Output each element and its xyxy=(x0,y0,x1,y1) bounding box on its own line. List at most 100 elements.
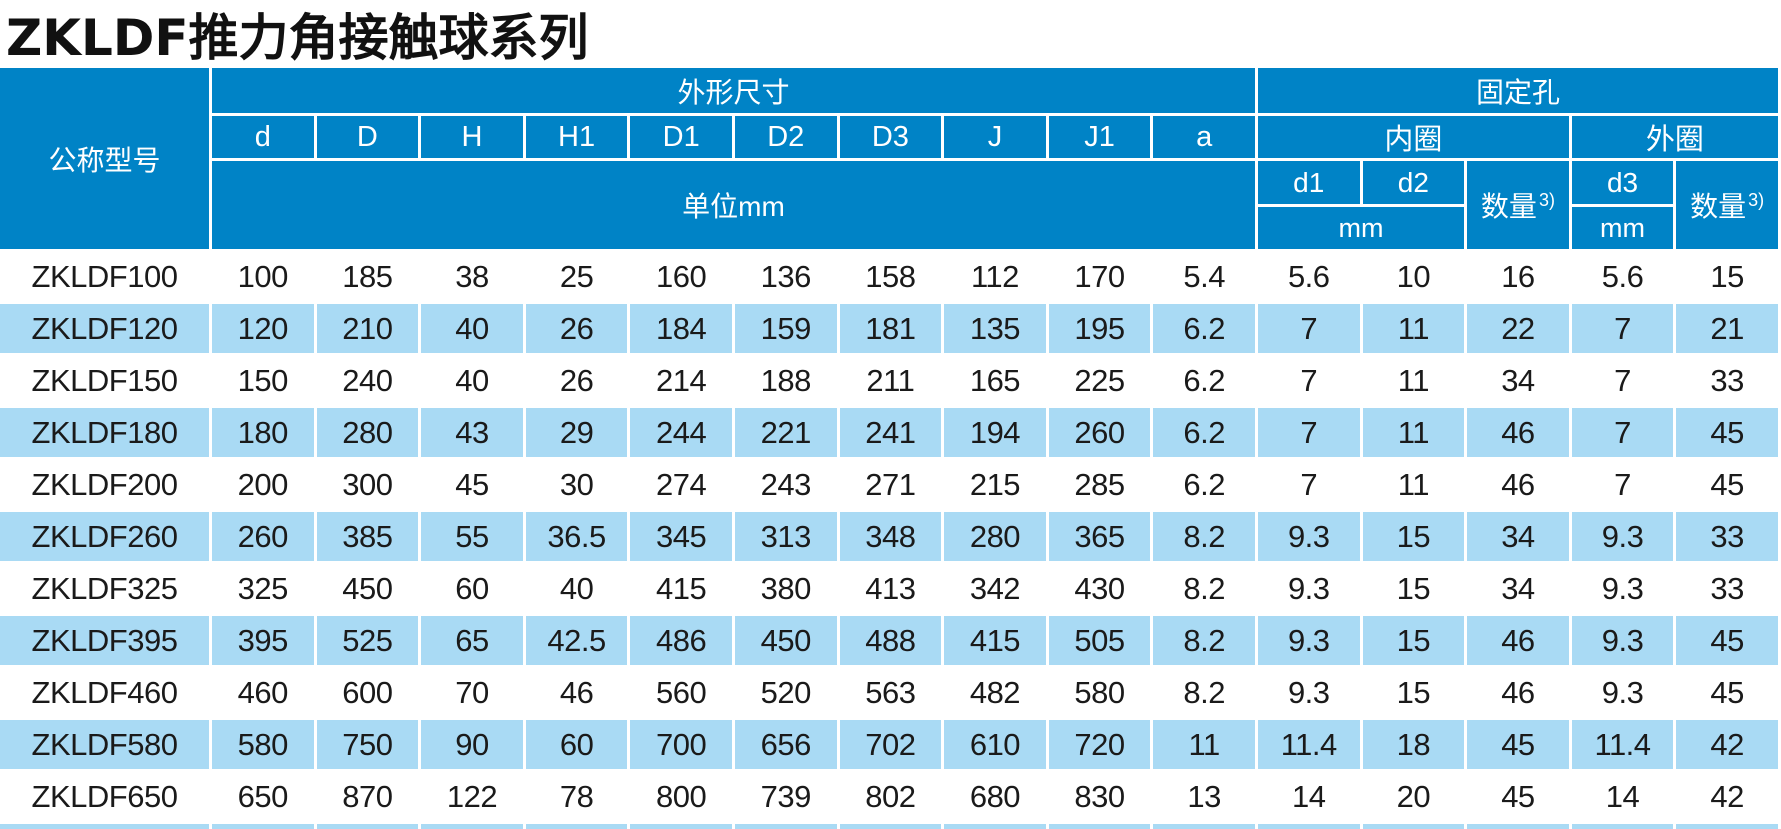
value-cell: 5.6 xyxy=(1571,252,1677,304)
value-cell: 240 xyxy=(316,356,422,408)
value-cell: 160 xyxy=(630,252,735,304)
value-cell: 42 xyxy=(1676,772,1781,824)
value-cell: 9.3 xyxy=(1571,564,1677,616)
partial-cell xyxy=(1362,824,1468,829)
model-cell: ZKLDF650 xyxy=(0,772,212,824)
header-dim-col-9: a xyxy=(1153,116,1258,161)
table-row: ZKLDF180 180 280 43 29 244 221 241 194 260 6.2 7 11 4… xyxy=(0,408,1781,460)
value-cell: 188 xyxy=(734,356,840,408)
value-cell: 34 xyxy=(1467,564,1572,616)
value-cell: 46 xyxy=(525,668,631,720)
value-cell: 300 xyxy=(316,460,422,512)
value-cell: 580 xyxy=(1048,668,1154,720)
value-cell: 505 xyxy=(1048,616,1154,668)
value-cell: 6.2 xyxy=(1153,408,1258,460)
value-cell: 348 xyxy=(839,512,945,564)
value-cell: 26 xyxy=(525,356,631,408)
value-cell: 413 xyxy=(839,564,945,616)
model-cell: ZKLDF120 xyxy=(0,304,212,356)
value-cell: 241 xyxy=(839,408,945,460)
value-cell: 450 xyxy=(734,616,840,668)
value-cell: 870 xyxy=(316,772,422,824)
model-cell: ZKLDF395 xyxy=(0,616,212,668)
header-dim-col-6: D3 xyxy=(839,116,945,161)
value-cell: 33 xyxy=(1676,564,1781,616)
value-cell: 70 xyxy=(421,668,526,720)
value-cell: 78 xyxy=(525,772,631,824)
value-cell: 600 xyxy=(316,668,422,720)
header-mm-outer: mm xyxy=(1571,207,1677,252)
value-cell: 185 xyxy=(316,252,422,304)
value-cell: 29 xyxy=(525,408,631,460)
model-cell: ZKLDF200 xyxy=(0,460,212,512)
header-group-row: 公称型号 外形尺寸 固定孔 xyxy=(0,68,1781,252)
value-cell: 520 xyxy=(734,668,840,720)
value-cell: 395 xyxy=(212,616,317,668)
value-cell: 33 xyxy=(1676,512,1781,564)
value-cell: 525 xyxy=(316,616,422,668)
value-cell: 46 xyxy=(1467,460,1572,512)
value-cell: 90 xyxy=(421,720,526,772)
value-cell: 6.2 xyxy=(1153,460,1258,512)
header-qty-outer: 数量 3) xyxy=(1676,161,1781,252)
value-cell: 280 xyxy=(316,408,422,460)
value-cell: 100 xyxy=(212,252,317,304)
value-cell: 271 xyxy=(839,460,945,512)
value-cell: 45 xyxy=(1676,668,1781,720)
value-cell: 43 xyxy=(421,408,526,460)
value-cell: 46 xyxy=(1467,408,1572,460)
header-dim-col-3: H1 xyxy=(525,116,631,161)
value-cell: 18 xyxy=(1362,720,1468,772)
header-dim-col-1: D xyxy=(316,116,422,161)
value-cell: 55 xyxy=(421,512,526,564)
value-cell: 11 xyxy=(1362,356,1468,408)
value-cell: 13 xyxy=(1153,772,1258,824)
partial-cell xyxy=(1676,824,1781,829)
value-cell: 65 xyxy=(421,616,526,668)
qty-label: 数量 xyxy=(1690,191,1747,222)
header-dim-col-4: D1 xyxy=(630,116,735,161)
header-subcol-row: 单位mm d1 d2 数量 3) d3 数量 3) xyxy=(0,161,1781,252)
model-cell: ZKLDF100 xyxy=(0,252,212,304)
value-cell: 11 xyxy=(1362,408,1468,460)
table-row: ZKLDF150 150 240 40 26 214 188 211 165 225 6.2 7 11 3… xyxy=(0,356,1781,408)
spec-table: 公称型号 外形尺寸 固定孔 d D H H1 D1 D2 D3 J J1 a 内… xyxy=(0,68,1781,829)
value-cell: 20 xyxy=(1362,772,1468,824)
model-cell: ZKLDF260 xyxy=(0,512,212,564)
value-cell: 380 xyxy=(734,564,840,616)
partial-cell xyxy=(734,824,840,829)
value-cell: 260 xyxy=(1048,408,1154,460)
value-cell: 9.3 xyxy=(1257,512,1363,564)
header-dim-col-5: D2 xyxy=(734,116,840,161)
value-cell: 342 xyxy=(944,564,1049,616)
header-dim-col-2: H xyxy=(421,116,526,161)
partial-cell xyxy=(0,824,212,829)
partial-cell xyxy=(525,824,631,829)
value-cell: 40 xyxy=(421,304,526,356)
qty-footnote-mark: 3) xyxy=(1748,189,1765,210)
value-cell: 34 xyxy=(1467,356,1572,408)
partial-cell xyxy=(630,824,735,829)
model-cell: ZKLDF325 xyxy=(0,564,212,616)
value-cell: 9.3 xyxy=(1571,616,1677,668)
value-cell: 325 xyxy=(212,564,317,616)
value-cell: 9.3 xyxy=(1571,512,1677,564)
value-cell: 38 xyxy=(421,252,526,304)
value-cell: 211 xyxy=(839,356,945,408)
value-cell: 11 xyxy=(1362,460,1468,512)
value-cell: 800 xyxy=(630,772,735,824)
value-cell: 10 xyxy=(1362,252,1468,304)
value-cell: 214 xyxy=(630,356,735,408)
value-cell: 345 xyxy=(630,512,735,564)
value-cell: 8.2 xyxy=(1153,512,1258,564)
partial-cell xyxy=(1467,824,1572,829)
value-cell: 15 xyxy=(1362,564,1468,616)
header-dim-col-0: d xyxy=(212,116,317,161)
table-body: ZKLDF100 100 185 38 25 160 136 158 112 170 5.4 5.6 1… xyxy=(0,252,1781,829)
header-group-outer-ring: 外圈 xyxy=(1571,116,1781,161)
value-cell: 9.3 xyxy=(1257,616,1363,668)
model-cell: ZKLDF580 xyxy=(0,720,212,772)
value-cell: 15 xyxy=(1362,668,1468,720)
value-cell: 42.5 xyxy=(525,616,631,668)
value-cell: 26 xyxy=(525,304,631,356)
